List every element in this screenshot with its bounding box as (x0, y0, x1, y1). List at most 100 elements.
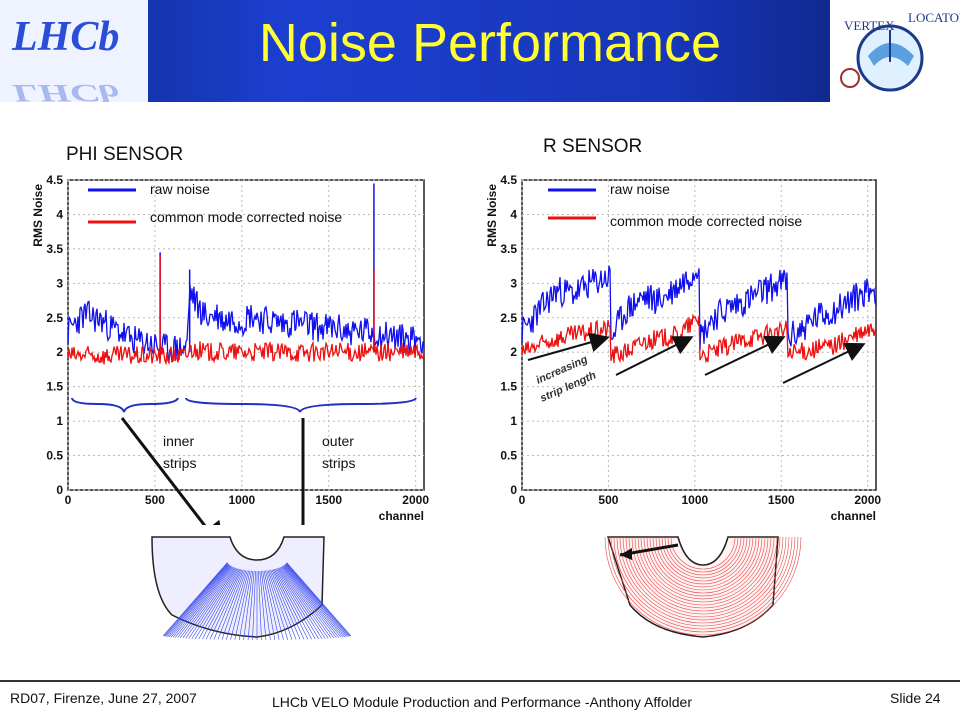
r-series-cm (521, 313, 877, 364)
r-strip (631, 536, 775, 609)
phi-strip (252, 570, 256, 641)
phi-legend-label: raw noise (150, 181, 210, 197)
phi-ytick-label: 1 (56, 414, 63, 428)
phi-ytick-label: 0 (56, 483, 63, 497)
r-strip (637, 536, 769, 603)
phi-strip (164, 563, 229, 637)
phi-strip (213, 569, 244, 640)
phi-strip (182, 567, 234, 639)
strip-length-arrow-2 (704, 335, 786, 376)
r-strip (607, 536, 799, 633)
phi-plot-frame (67, 179, 425, 491)
phi-strip (185, 567, 235, 639)
phi-xtick-label: 1000 (228, 493, 255, 507)
phi-strip (195, 568, 238, 639)
footer-divider (0, 680, 960, 682)
phi-strip (262, 570, 276, 640)
r-ytick-label: 0 (510, 483, 517, 497)
phi-strip (273, 569, 312, 640)
phi-ytick-label: 1.5 (46, 380, 63, 394)
r-strip (661, 536, 745, 579)
phi-yaxis-title: RMS Noise (32, 184, 45, 247)
phi-strip (230, 570, 249, 640)
phi-strip (277, 568, 323, 639)
vertex-locator-logo: VERTEX LOCATOR (830, 0, 960, 102)
strip-length-arrow-3 (782, 342, 866, 384)
r-strip (613, 536, 793, 627)
footer-center: LHCb VELO Module Production and Performa… (272, 694, 692, 710)
strip-length-arrow-0 (527, 332, 610, 361)
r-strip (616, 536, 790, 624)
phi-strip (259, 570, 267, 641)
phi-strip (167, 564, 230, 637)
phi-strip (282, 565, 340, 638)
r-sensor-label: R SENSOR (543, 136, 643, 157)
phi-strip (258, 570, 262, 641)
phi-strip (270, 569, 301, 640)
r-ytick-label: 1.5 (500, 380, 517, 394)
phi-strip (191, 568, 237, 639)
r-strip (640, 536, 766, 600)
phi-strip (217, 570, 245, 640)
phi-xtick-label: 500 (145, 493, 165, 507)
phi-xtick-label: 1500 (315, 493, 342, 507)
r-xtick-label: 1500 (768, 493, 795, 507)
phi-strip (188, 567, 236, 639)
r-xaxis-title: channel (831, 509, 876, 523)
phi-strip (272, 569, 309, 640)
phi-sensor-diagram (112, 525, 362, 641)
outer-strips-label: strips (322, 455, 355, 471)
phi-series-cm (67, 340, 425, 366)
phi-ytick-label: 2 (56, 345, 63, 359)
phi-strip (281, 566, 335, 639)
phi-xtick-label: 0 (65, 493, 72, 507)
phi-legend-label: common mode corrected noise (150, 209, 342, 225)
r-strip (670, 536, 736, 570)
r-strip (646, 536, 760, 594)
r-strip (664, 536, 742, 576)
phi-strip (280, 567, 332, 639)
phi-ytick-label: 3 (56, 276, 63, 290)
phi-strip (263, 570, 280, 640)
r-xtick-label: 1000 (682, 493, 709, 507)
phi-ytick-label: 4 (56, 207, 63, 221)
phi-strip (202, 569, 241, 640)
r-strip (628, 536, 778, 612)
inner-label: inner (163, 433, 194, 449)
phi-strip (284, 564, 347, 637)
r-yaxis-title: RMS Noise (485, 184, 499, 247)
r-sensor-diagram (568, 525, 818, 641)
inner-strips-label: strips (163, 455, 196, 471)
svg-text:LHCb: LHCb (11, 14, 119, 60)
phi-strip (283, 565, 342, 638)
inner-strips-brace (71, 397, 179, 413)
r-xtick-label: 500 (598, 493, 618, 507)
r-strip (667, 536, 739, 573)
phi-noise-chart: 0 0.5 1 1.5 2 2.5 3 3.5 4 4.5 0 500 1000 1500 2000 chan… (31, 173, 432, 526)
phi-strip (283, 565, 344, 638)
phi-strip (284, 564, 345, 638)
phi-xtick-label: 2000 (402, 493, 429, 507)
phi-sensor-label: PHI SENSOR (66, 144, 184, 165)
r-xtick-label: 0 (519, 493, 526, 507)
phi-strip (205, 569, 242, 640)
phi-ytick-label: 4.5 (46, 174, 63, 187)
phi-strip (285, 563, 350, 637)
phi-strip (179, 566, 233, 639)
r-ytick-label: 0.5 (500, 449, 517, 463)
r-ytick-label: 2.5 (500, 311, 517, 325)
phi-strip (271, 569, 305, 640)
r-strip (655, 536, 751, 585)
r-strip (622, 536, 784, 618)
outer-label: outer (322, 433, 354, 449)
r-ytick-label: 2 (510, 345, 517, 359)
r-legend-label: raw noise (610, 181, 670, 197)
phi-strip (265, 570, 284, 640)
phi-strip (163, 562, 228, 637)
phi-strip (234, 570, 251, 640)
slide-title: Noise Performance (258, 13, 722, 73)
r-ytick-label: 3.5 (500, 242, 517, 256)
phi-noise-chart-svg: 0 0.5 1 1.5 2 2.5 3 3.5 4 4.5 0 500 1000 1500 2000 chan… (31, 173, 429, 523)
r-strip (652, 536, 754, 588)
